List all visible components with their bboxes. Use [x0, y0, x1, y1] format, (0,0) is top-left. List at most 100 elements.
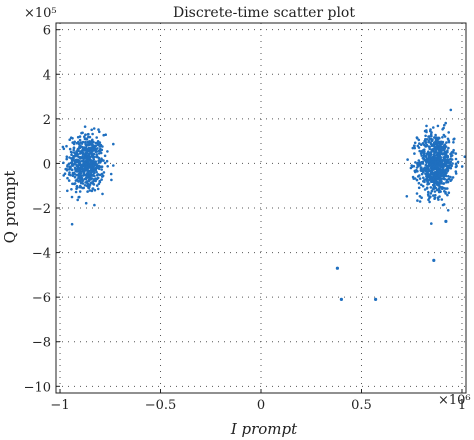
data-point: [423, 152, 426, 155]
data-point: [84, 133, 87, 136]
data-point: [428, 155, 432, 158]
data-point: [92, 171, 96, 175]
data-point: [77, 155, 81, 159]
data-point: [431, 147, 435, 151]
data-point: [449, 175, 452, 179]
data-point: [447, 191, 451, 194]
data-point: [451, 176, 455, 179]
data-point: [431, 168, 435, 171]
data-point: [449, 152, 452, 156]
data-point: [87, 156, 90, 160]
data-point: [87, 140, 91, 143]
data-point: [82, 173, 85, 176]
chart-title: Discrete-time scatter plot: [173, 5, 355, 21]
data-point: [429, 176, 433, 179]
data-point: [427, 140, 430, 144]
data-point: [70, 161, 74, 164]
data-point: [92, 127, 96, 130]
data-point: [86, 182, 90, 186]
data-point: [450, 164, 454, 168]
data-point: [447, 175, 450, 178]
data-point: [441, 203, 445, 207]
data-point: [418, 149, 422, 153]
tick-labels: −1 −0.5 0 0.5 1 −10 −8 −6 −4 −2 0 2 4 6: [24, 24, 467, 413]
data-point: [449, 179, 452, 182]
data-point: [84, 162, 88, 166]
data-point: [95, 141, 99, 145]
data-point: [74, 190, 78, 194]
data-point: [421, 184, 425, 188]
x-tick-label: 0: [257, 398, 265, 413]
data-point: [412, 164, 416, 168]
data-point: [454, 162, 458, 165]
data-point: [422, 157, 426, 161]
data-point: [84, 141, 87, 145]
data-point: [96, 176, 100, 180]
data-point: [435, 164, 439, 168]
data-point: [411, 146, 415, 150]
data-point: [435, 183, 439, 186]
data-point: [78, 146, 82, 149]
data-point: [85, 165, 88, 168]
data-point: [420, 154, 424, 157]
data-point: [100, 148, 104, 152]
data-point: [66, 176, 69, 180]
data-point: [443, 153, 447, 156]
data-point: [440, 165, 444, 169]
data-point: [79, 181, 83, 185]
data-point: [420, 169, 423, 173]
x-axis-label: I prompt: [230, 420, 298, 438]
data-point: [454, 172, 458, 175]
data-point: [70, 188, 73, 191]
data-point: [87, 186, 90, 190]
data-point: [76, 147, 80, 151]
data-point: [416, 170, 419, 173]
data-point: [435, 138, 439, 142]
data-point: [74, 159, 77, 163]
data-point: [78, 174, 82, 178]
data-point: [424, 172, 428, 176]
data-point: [65, 155, 69, 158]
data-point: [81, 179, 84, 182]
data-point: [447, 131, 451, 134]
data-point: [97, 159, 101, 162]
data-point: [95, 184, 99, 187]
data-point: [88, 183, 92, 186]
data-point: [69, 136, 73, 139]
data-point: [78, 142, 81, 145]
data-point: [413, 146, 417, 150]
data-point: [422, 169, 426, 172]
data-point: [426, 178, 429, 182]
data-point: [425, 124, 428, 128]
data-point: [434, 146, 437, 150]
data-point: [445, 179, 449, 183]
data-point: [435, 188, 439, 192]
data-point: [94, 179, 97, 183]
data-point: [405, 195, 409, 198]
data-point: [82, 186, 85, 190]
data-point: [417, 159, 421, 162]
data-point: [428, 200, 431, 204]
data-point: [76, 173, 79, 177]
data-point: [112, 142, 115, 146]
data-point: [437, 190, 441, 194]
data-point: [87, 153, 90, 157]
data-point: [444, 162, 447, 165]
y-tick-label: −10: [24, 380, 51, 395]
data-point: [62, 147, 66, 151]
data-point: [420, 196, 423, 199]
data-point: [426, 166, 430, 169]
data-point: [440, 141, 443, 144]
data-point: [430, 139, 433, 143]
data-point: [406, 158, 409, 161]
data-point: [84, 156, 87, 160]
data-point: [437, 172, 441, 175]
y-tick-label: 0: [43, 157, 51, 172]
data-point: [444, 121, 448, 125]
data-point: [425, 161, 428, 164]
data-point: [419, 167, 423, 170]
data-point: [426, 180, 430, 184]
data-point: [443, 151, 447, 154]
data-point: [450, 158, 454, 161]
data-point: [447, 146, 450, 150]
